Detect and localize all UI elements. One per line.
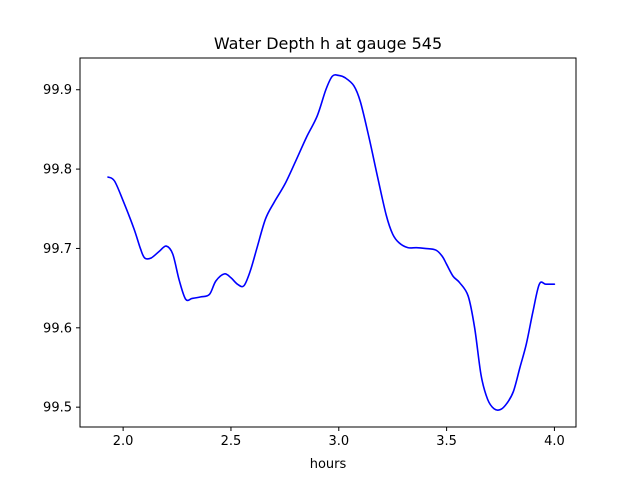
y-tick-label: 99.6 — [43, 321, 72, 336]
x-tick-label: 2.0 — [113, 434, 134, 449]
y-tick-label: 99.8 — [43, 163, 72, 178]
y-tick-label: 99.7 — [43, 242, 72, 257]
y-tick-label: 99.9 — [43, 83, 72, 98]
series-layer — [107, 74, 556, 411]
chart-title: Water Depth h at gauge 545 — [214, 34, 442, 53]
y-axis-ticks: 99.5 99.6 99.7 99.8 99.9 — [43, 83, 80, 416]
x-tick-label: 4.0 — [544, 434, 565, 449]
series-line — [107, 74, 556, 411]
x-axis-label: hours — [310, 457, 347, 472]
plot-area — [80, 58, 576, 427]
plot-frame — [79, 57, 577, 428]
x-axis-ticks: 2.0 2.5 3.0 3.5 4.0 — [113, 427, 565, 449]
x-tick-label: 2.5 — [221, 434, 242, 449]
x-tick-label: 3.0 — [328, 434, 349, 449]
y-tick-label: 99.5 — [43, 401, 72, 416]
x-tick-label: 3.5 — [436, 434, 457, 449]
